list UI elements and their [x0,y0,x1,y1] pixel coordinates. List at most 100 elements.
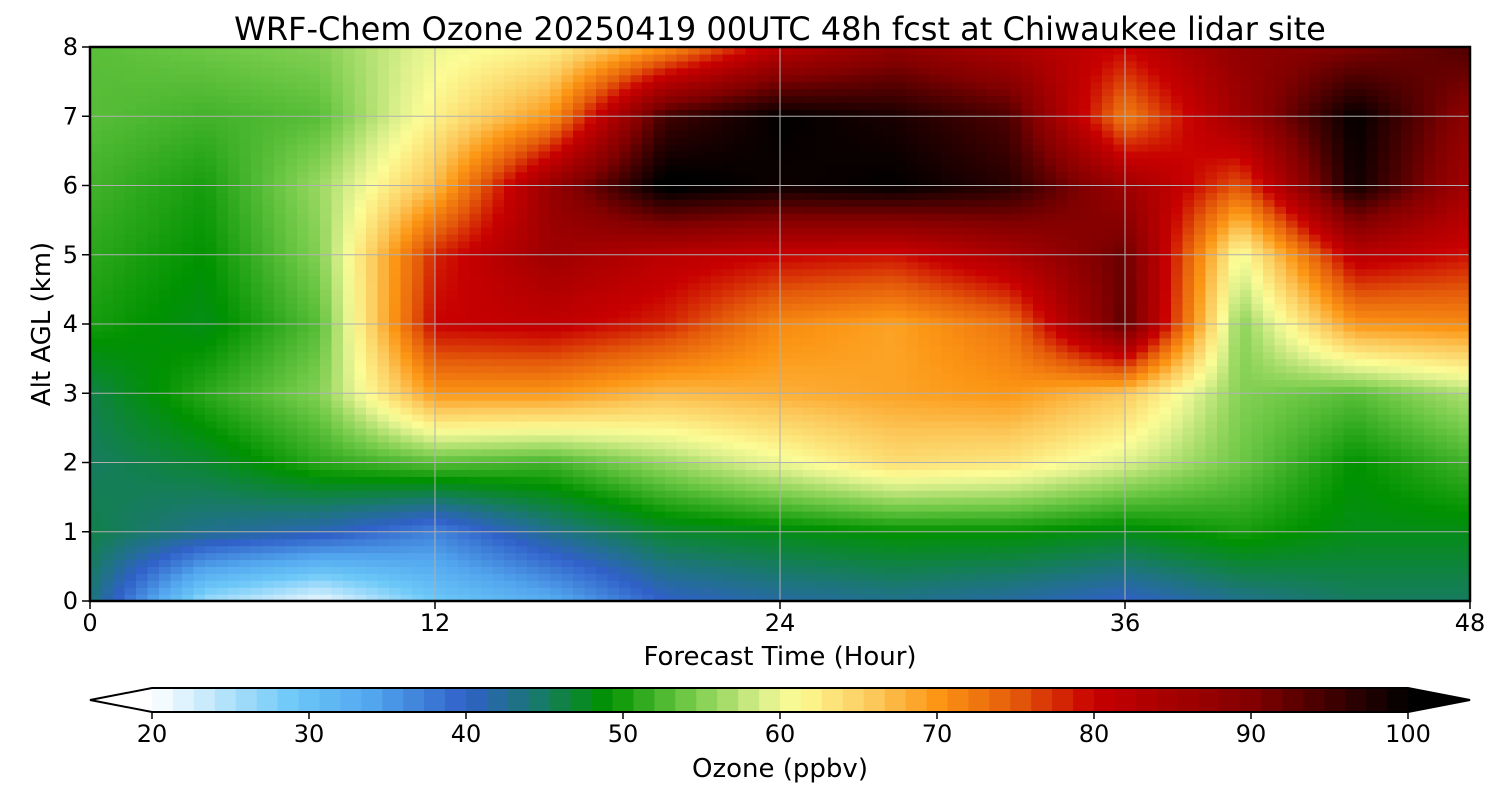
heatmap-cell [688,594,701,601]
heatmap-cell [297,552,310,561]
heatmap-cell [182,102,195,110]
heatmap-cell [193,517,206,526]
heatmap-cell [159,53,172,62]
heatmap-cell [216,157,229,166]
heatmap-cell [400,434,413,443]
heatmap-cell [400,448,413,457]
heatmap-cell [481,178,494,187]
heatmap-cell [469,192,482,200]
heatmap-cell [101,504,114,512]
heatmap-cell [159,206,172,214]
heatmap-cell [136,296,149,304]
heatmap-cell [182,164,195,173]
heatmap-cell [527,47,540,55]
heatmap-cell [389,102,402,110]
heatmap-cell [193,247,206,256]
heatmap-cell [423,130,436,138]
heatmap-cell [515,247,528,256]
heatmap-cell [619,213,632,221]
heatmap-cell [435,268,448,277]
heatmap-cell [366,365,379,374]
heatmap-cell [550,351,563,360]
heatmap-cell [205,220,218,228]
heatmap-cell [320,504,333,512]
heatmap-cell [320,53,333,62]
heatmap-cell [596,497,609,505]
heatmap-cell [458,60,471,69]
heatmap-cell [136,303,149,311]
heatmap-cell [504,441,517,450]
heatmap-cell [676,60,689,69]
heatmap-cell [688,233,701,242]
heatmap-cell [561,81,574,90]
heatmap-cell [331,150,344,159]
heatmap-cell [113,88,126,97]
heatmap-cell [607,88,620,97]
heatmap-cell [745,524,758,533]
heatmap-cell [193,504,206,512]
heatmap-cell [745,344,758,353]
heatmap-cell [780,199,793,207]
heatmap-cell [205,386,218,394]
heatmap-cell [768,441,781,450]
heatmap-cell [722,268,735,277]
heatmap-cell [113,379,126,387]
heatmap-cell [699,490,712,498]
heatmap-cell [228,538,241,547]
heatmap-cell [435,337,448,346]
heatmap-cell [343,275,356,284]
heatmap-cell [193,81,206,90]
heatmap-cell [193,109,206,117]
heatmap-cell [239,587,252,595]
heatmap-cell [412,330,425,339]
heatmap-cell [458,130,471,138]
heatmap-cell [193,116,206,124]
heatmap-cell [239,545,252,554]
heatmap-cell [481,434,494,443]
heatmap-cell [745,414,758,422]
heatmap-cell [366,123,379,131]
heatmap-cell [343,386,356,394]
heatmap-cell [699,261,712,270]
heatmap-cell [90,469,103,477]
heatmap-cell [366,483,379,491]
heatmap-cell [492,171,505,180]
heatmap-cell [446,337,459,346]
heatmap-cell [251,497,264,505]
heatmap-cell [469,552,482,561]
heatmap-cell [285,206,298,214]
heatmap-cell [596,324,609,332]
heatmap-cell [228,365,241,374]
heatmap-cell [377,559,390,567]
heatmap-cell [113,53,126,62]
heatmap-cell [354,220,367,228]
heatmap-cell [653,171,666,180]
heatmap-cell [768,476,781,484]
heatmap-cell [515,337,528,346]
heatmap-cell [607,386,620,394]
heatmap-cell [492,233,505,242]
heatmap-cell [147,351,160,360]
heatmap-cell [722,53,735,62]
heatmap-cell [642,414,655,422]
heatmap-cell [412,150,425,159]
heatmap-cell [101,317,114,325]
heatmap-cell [446,143,459,152]
heatmap-cell [101,434,114,443]
heatmap-cell [745,531,758,540]
heatmap-cell [504,296,517,304]
heatmap-cell [745,261,758,270]
heatmap-cell [101,53,114,62]
heatmap-cell [239,289,252,297]
heatmap-cell [699,81,712,90]
heatmap-cell [389,483,402,491]
heatmap-cell [653,538,666,547]
heatmap-cell [768,469,781,477]
heatmap-cell [642,587,655,595]
heatmap-cell [159,268,172,277]
heatmap-cell [791,199,804,207]
heatmap-cell [239,310,252,318]
heatmap-cell [630,47,643,55]
heatmap-cell [538,344,551,353]
heatmap-cell [182,441,195,450]
